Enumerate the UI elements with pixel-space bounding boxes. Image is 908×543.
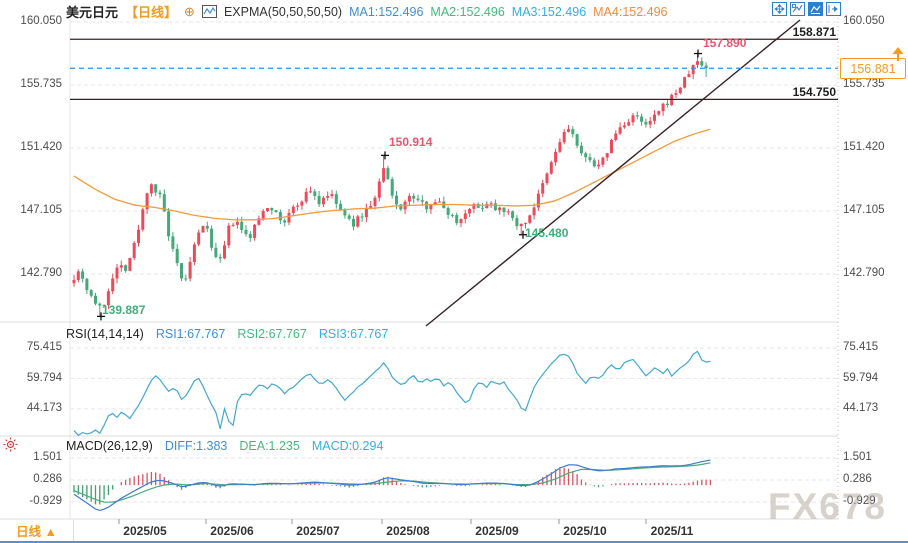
macd-header: MACD(26,12,9) DIFF:1.383 DEA:1.235 MACD:…: [66, 439, 383, 453]
date-label: 2025/05: [123, 524, 167, 538]
date-label: 2025/08: [386, 524, 430, 538]
symbol-title: 美元日元: [66, 5, 119, 20]
macd-value: MACD:0.294: [311, 439, 384, 453]
price-axis-label: 151.420: [20, 141, 62, 153]
macd-settings-icon[interactable]: [3, 437, 18, 452]
support-level-label: 154.750: [792, 85, 836, 99]
macd-axis-label: 0.286: [843, 473, 872, 485]
resistance-level-label: 158.871: [792, 25, 836, 39]
rsi-axis-label: 75.415: [843, 341, 879, 353]
annotation-swing-high: 150.914: [389, 135, 433, 149]
pane-expand-icon[interactable]: [826, 2, 841, 16]
price-axis-label: 151.420: [843, 141, 885, 153]
dea-value: DEA:1.235: [239, 439, 300, 453]
indicator-panel-icon[interactable]: [808, 2, 823, 16]
indicator-name: EXPMA(50,50,50,50): [223, 4, 343, 19]
price-axis-label: 160.050: [843, 15, 885, 27]
window-accent-bar: [0, 540, 908, 543]
rsi2-value: RSI2:67.767: [237, 327, 307, 341]
timeframe-tab[interactable]: 日线 ▲: [0, 520, 74, 541]
date-label: 2025/07: [296, 524, 340, 538]
date-label: 2025/10: [563, 524, 607, 538]
price-axis-label: 142.790: [20, 267, 62, 279]
rsi-title: RSI(14,14,14): [66, 327, 144, 341]
rsi-axis-label: 75.415: [26, 341, 62, 353]
price-axis-label: 142.790: [843, 267, 885, 279]
date-label: 2025/06: [210, 524, 254, 538]
rsi-header: RSI(14,14,14) RSI1:67.767 RSI2:67.767 RS…: [66, 327, 388, 341]
date-label: 2025/11: [650, 524, 694, 538]
macd-title: MACD(26,12,9): [66, 439, 153, 453]
price-axis-label: 160.050: [20, 15, 62, 27]
macd-axis-label: -0.929: [29, 495, 62, 507]
drawing-tools-icon[interactable]: [790, 2, 805, 16]
rsi-axis-label: 59.794: [26, 372, 62, 384]
last-price-badge: 156.881: [840, 58, 906, 79]
rsi-axis-label: 59.794: [843, 372, 879, 384]
diff-value: DIFF:1.383: [164, 439, 228, 453]
macd-axis-label: 0.286: [33, 473, 62, 485]
rsi-axis-label: 44.173: [26, 402, 62, 414]
ma4-value: MA4:152.496: [593, 4, 668, 19]
pan-crosshair-icon[interactable]: [772, 2, 787, 16]
macd-axis-label: -0.929: [843, 495, 876, 507]
annotation-high: 157.890: [703, 36, 747, 50]
macd-axis-label: 1.501: [33, 451, 62, 463]
indicator-chart-icon: [201, 5, 217, 18]
rsi1-value: RSI1:67.767: [155, 327, 226, 341]
ma1-value: MA1:152.496: [349, 4, 424, 19]
price-axis-label: 147.105: [20, 204, 62, 216]
price-axis-label: 155.735: [20, 78, 62, 90]
price-axis-label: 155.735: [843, 78, 885, 90]
price-axis-label: 147.105: [843, 204, 885, 216]
chart-header: 美元日元 【日线】 ⊕ EXPMA(50,50,50,50) MA1:152.4…: [66, 2, 668, 21]
macd-axis-label: 1.501: [843, 451, 872, 463]
timeframe-selector[interactable]: 【日线】: [125, 5, 178, 20]
rsi-axis-label: 44.173: [843, 402, 879, 414]
add-indicator-icon[interactable]: ⊕: [184, 4, 195, 19]
annotation-low: 139.887: [102, 303, 146, 317]
rsi3-value: RSI3:67.767: [318, 327, 389, 341]
ma2-value: MA2:152.496: [430, 4, 505, 19]
chart-toolbar: [772, 2, 841, 16]
price-up-arrow-icon: [892, 47, 904, 61]
date-label: 2025/09: [475, 524, 519, 538]
ma3-value: MA3:152.496: [511, 4, 587, 19]
annotation-swing-low: 145.480: [525, 226, 569, 240]
